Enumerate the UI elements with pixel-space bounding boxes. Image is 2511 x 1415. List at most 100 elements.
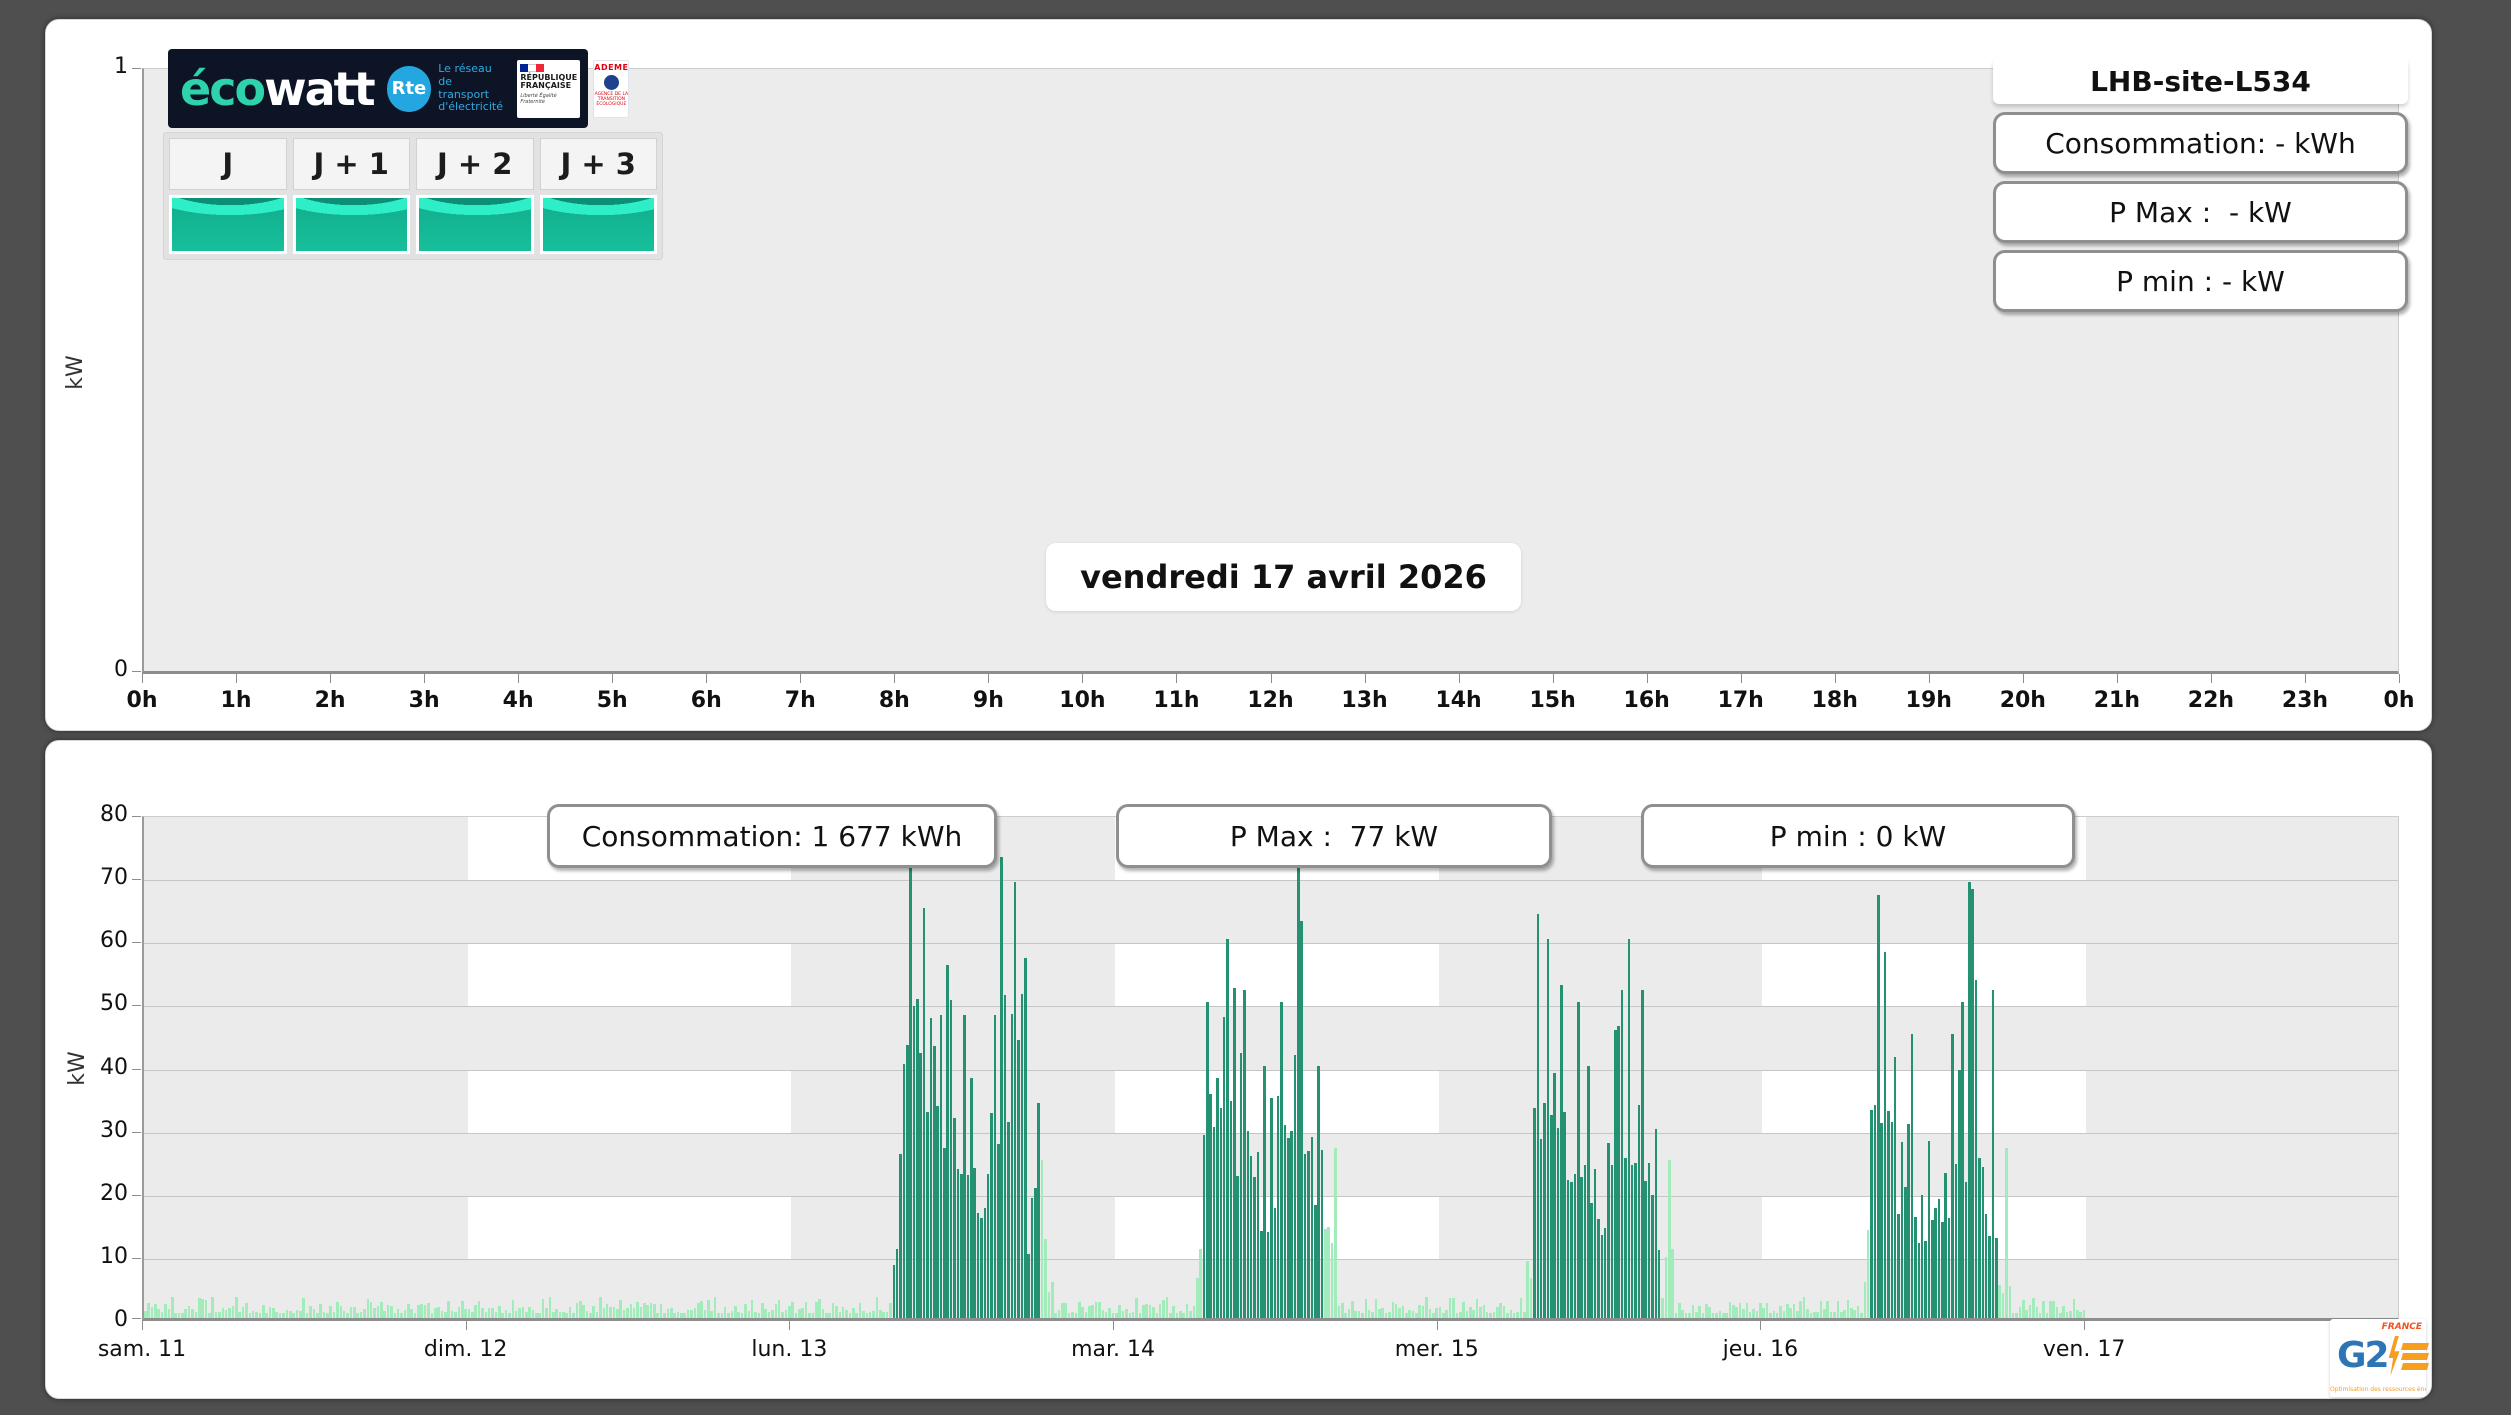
bar: [963, 1015, 966, 1318]
bar: [363, 1309, 366, 1318]
bar: [2032, 1297, 2035, 1318]
bar: [707, 1300, 710, 1318]
bar: [309, 1305, 312, 1318]
bar: [1819, 1300, 1823, 1318]
bar: [1779, 1306, 1782, 1318]
bar: [2082, 1309, 2086, 1318]
day-column-j: J: [169, 138, 287, 254]
bar: [511, 1300, 515, 1318]
x-tick-label: 19h: [1905, 688, 1952, 713]
bar: [632, 1308, 636, 1318]
bar: [332, 1312, 336, 1318]
ecowatt-day-tile-j3[interactable]: [539, 195, 657, 254]
x-tick-mark: [706, 674, 708, 683]
ecowatt-day-tile-j1[interactable]: [292, 195, 410, 254]
bar: [1145, 1303, 1148, 1318]
bar: [1590, 1203, 1593, 1318]
bar: [1775, 1312, 1779, 1318]
day-button-j2[interactable]: J + 2: [416, 138, 534, 190]
bar: [1037, 1103, 1041, 1318]
bar: [1570, 1181, 1573, 1318]
bar: [1131, 1312, 1135, 1318]
day-button-j[interactable]: J: [169, 138, 287, 190]
bar: [1401, 1306, 1405, 1318]
bar: [1361, 1312, 1364, 1318]
bar: [1158, 1303, 1162, 1318]
bar: [1637, 1105, 1641, 1318]
bar: [255, 1311, 258, 1318]
bar: [457, 1307, 461, 1318]
bar: [1378, 1308, 1381, 1318]
day-button-j3[interactable]: J + 3: [539, 138, 657, 190]
bar: [562, 1311, 565, 1318]
bar: [1094, 1302, 1098, 1318]
bar: [1017, 1040, 1020, 1318]
bar: [683, 1312, 687, 1318]
bar: [349, 1307, 353, 1318]
bar: [1509, 1310, 1513, 1318]
x-tick-mark: [2022, 674, 2024, 683]
bar: [1088, 1306, 1091, 1318]
bar: [262, 1304, 265, 1318]
bar: [1313, 1204, 1317, 1318]
bar: [1664, 1257, 1668, 1318]
bar: [498, 1306, 501, 1318]
ademe-tagline: AGENCE DE LA TRANSITION ÉCOLOGIQUE: [594, 91, 629, 108]
bar: [1040, 1160, 1044, 1318]
bar: [801, 1308, 805, 1318]
bar: [1624, 1158, 1627, 1318]
bar: [1256, 1151, 1260, 1318]
bar: [1526, 1261, 1529, 1318]
bar: [1330, 1242, 1334, 1318]
bar: [1667, 1160, 1671, 1318]
bar: [1219, 1107, 1223, 1318]
bar: [622, 1310, 626, 1318]
bar: [548, 1296, 552, 1318]
week-chart-panel: sam. 11 dim. 12 lun. 13 mar. 14 mer. 15 jeu. …: [45, 740, 2432, 1399]
bar: [1657, 1250, 1661, 1318]
x-tick-label: 13h: [1341, 688, 1388, 713]
y-tick-mark: [132, 1318, 141, 1319]
bar: [1512, 1312, 1516, 1318]
checker-cell: [1115, 1069, 1439, 1133]
bar: [761, 1302, 764, 1318]
bar: [2065, 1311, 2069, 1318]
x-tick-mark: [1740, 674, 1742, 683]
bar: [953, 1118, 956, 1318]
x-tick-mark: [1364, 674, 1366, 683]
bar: [1286, 1138, 1290, 1318]
bar: [1802, 1296, 1806, 1318]
bar: [1846, 1299, 1850, 1318]
ecowatt-day-tile-j2[interactable]: [416, 195, 534, 254]
bar: [1445, 1309, 1449, 1318]
bar: [2048, 1300, 2052, 1318]
y-tick-mark: [132, 1257, 141, 1259]
bar: [612, 1306, 616, 1318]
bar: [990, 1112, 993, 1318]
lightning-bolt-icon: [2388, 1336, 2400, 1376]
bar: [551, 1312, 555, 1318]
x-tick-mark: [1834, 674, 1836, 683]
ecowatt-day-tile-j[interactable]: [169, 195, 287, 254]
bar: [1792, 1303, 1796, 1318]
bar: [487, 1307, 491, 1318]
bar: [1930, 1220, 1934, 1318]
g2e-wordmark: G2: [2337, 1336, 2429, 1376]
bar: [1013, 882, 1017, 1318]
bar: [164, 1303, 167, 1318]
bar: [1644, 1180, 1647, 1318]
bar: [2072, 1299, 2076, 1318]
x-tick-mark: [1436, 1321, 1438, 1330]
bar: [1732, 1305, 1735, 1318]
day-button-j1[interactable]: J + 1: [292, 138, 410, 190]
bar: [646, 1305, 649, 1318]
bar: [1024, 957, 1027, 1318]
x-tick-label: 23h: [2281, 688, 2329, 713]
bar: [187, 1306, 191, 1318]
bar: [1135, 1298, 1138, 1318]
bar: [602, 1308, 606, 1318]
checker-cell: [1115, 943, 1439, 1007]
bar: [1212, 1126, 1216, 1318]
rte-tagline: Le réseau de transport d'électricité: [438, 63, 504, 114]
bar: [1442, 1312, 1445, 1318]
